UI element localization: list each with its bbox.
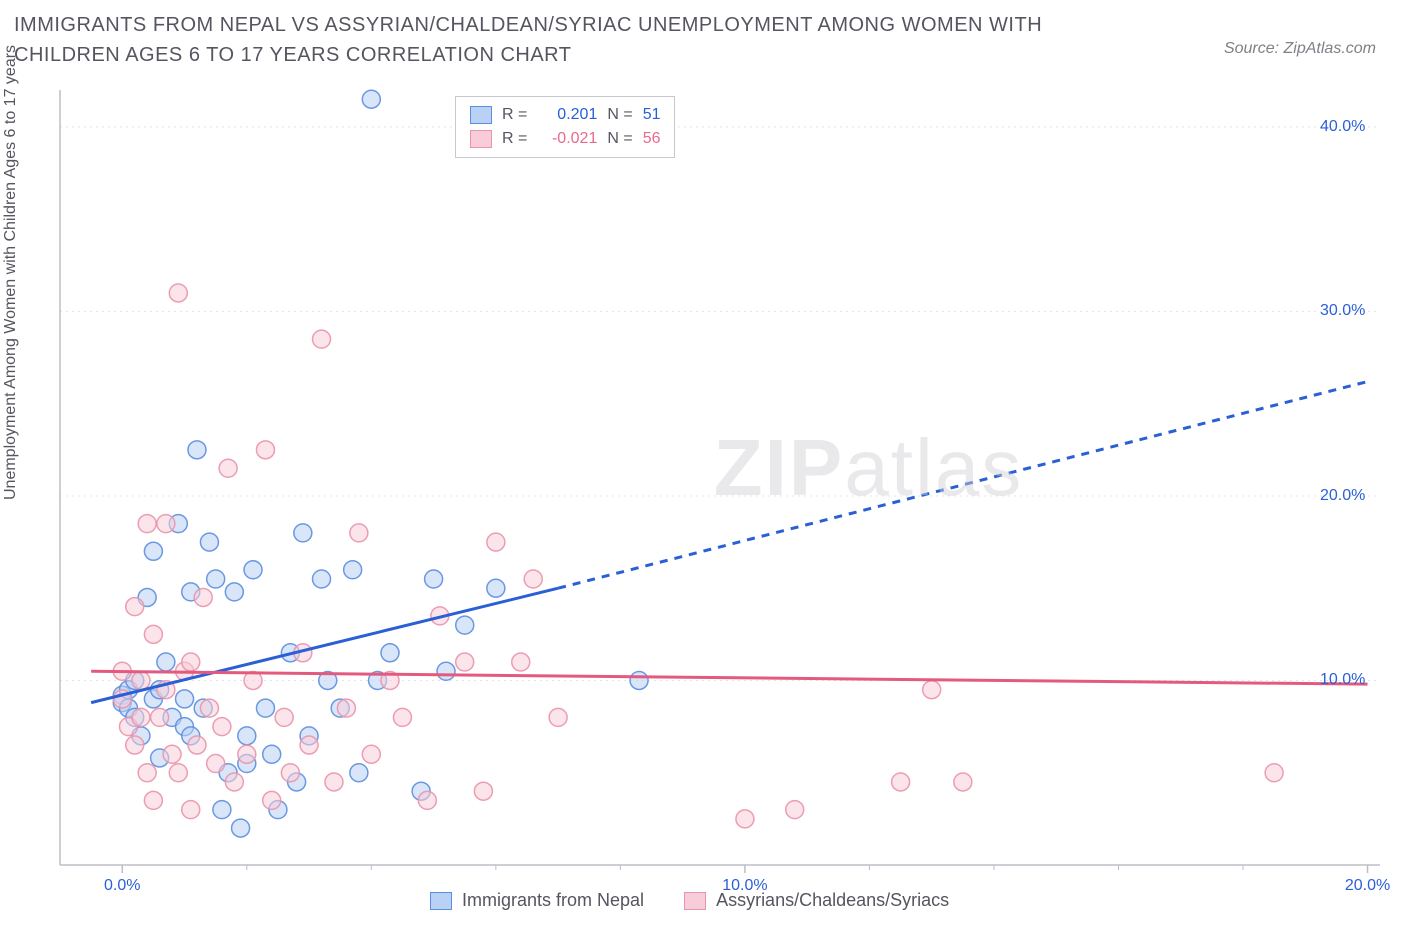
x-tick-label: 0.0%	[104, 877, 140, 895]
legend-swatch	[684, 892, 706, 910]
x-tick-label: 20.0%	[1345, 877, 1390, 895]
y-tick-label: 10.0%	[1320, 671, 1365, 689]
x-tick-label: 10.0%	[722, 877, 767, 895]
r-value: 0.201	[537, 103, 597, 127]
y-tick-label: 20.0%	[1320, 487, 1365, 505]
r-label: R =	[502, 103, 527, 127]
legend-item: Immigrants from Nepal	[430, 890, 644, 911]
series-legend: Immigrants from NepalAssyrians/Chaldeans…	[430, 890, 949, 911]
n-label: N =	[607, 127, 632, 151]
y-tick-label: 30.0%	[1320, 302, 1365, 320]
legend-swatch	[470, 106, 492, 124]
legend-swatch	[430, 892, 452, 910]
n-value: 56	[643, 127, 661, 151]
n-label: N =	[607, 103, 632, 127]
legend-swatch	[470, 130, 492, 148]
r-value: -0.021	[537, 127, 597, 151]
legend-row: R = -0.021 N = 56	[470, 127, 660, 151]
n-value: 51	[643, 103, 661, 127]
y-tick-label: 40.0%	[1320, 118, 1365, 136]
correlation-legend: R = 0.201 N = 51R = -0.021 N = 56	[455, 96, 675, 158]
legend-row: R = 0.201 N = 51	[470, 103, 660, 127]
r-label: R =	[502, 127, 527, 151]
correlation-scatter-chart	[0, 0, 1406, 930]
legend-label: Immigrants from Nepal	[462, 890, 644, 911]
